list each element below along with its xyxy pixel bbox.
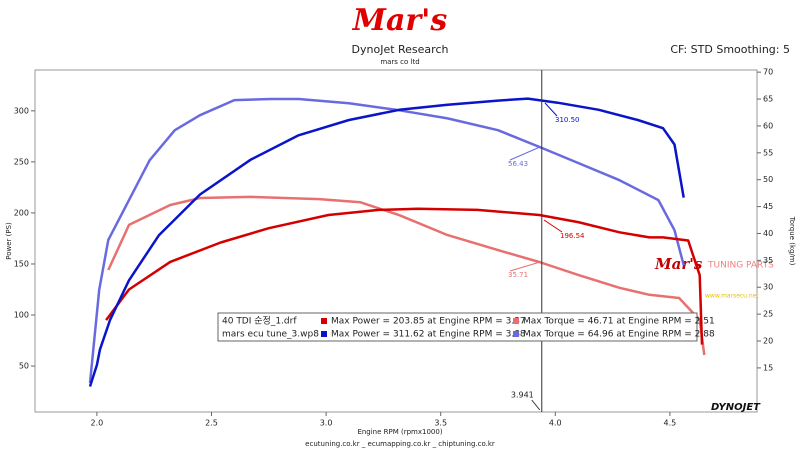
series-line [88, 97, 685, 384]
watermark-sub: TUNING PARTS [707, 261, 774, 271]
x-tick-label: 4.5 [664, 419, 677, 428]
y2-tick-label: 50 [763, 175, 773, 184]
footer: ecutuning.co.kr _ ecumapping.co.kr _ chi… [305, 440, 495, 448]
y-tick-label: 50 [19, 362, 29, 371]
y-tick-label: 250 [14, 157, 29, 166]
y2-tick-label: 55 [763, 148, 773, 157]
cursor-label: 3.941 [511, 391, 534, 400]
y2-tick-label: 35 [763, 256, 773, 265]
legend-entry: Max Torque = 64.96 at Engine RPM = 2.88 [523, 330, 715, 340]
legend-marker [321, 331, 327, 337]
brand-logo: DYNOJET [711, 402, 761, 413]
legend-entry: Max Torque = 46.71 at Engine RPM = 2.51 [523, 317, 715, 327]
legend-box [217, 312, 698, 342]
annotation: 35.71 [508, 271, 528, 279]
annotation: 310.50 [555, 116, 580, 124]
series-line [105, 207, 704, 345]
legend-entry: Max Power = 203.85 at Engine RPM = 3.37 [331, 317, 526, 327]
annotation: 56.43 [508, 160, 528, 168]
y-tick-label: 100 [14, 311, 29, 320]
y2-tick-label: 70 [763, 68, 773, 77]
y-tick-label: 300 [14, 106, 29, 115]
chart-subtitle: mars co ltd [380, 58, 419, 66]
y2-tick-label: 65 [763, 95, 773, 104]
x-tick-label: 2.0 [91, 419, 104, 428]
watermark-url: www.marsecu.net [705, 293, 759, 300]
y2-axis-label: Torque (kg/m) [788, 216, 796, 266]
plot-area [34, 69, 758, 413]
y2-tick-label: 60 [763, 121, 773, 130]
series-line [107, 195, 706, 356]
x-tick-label: 3.5 [434, 419, 447, 428]
y2-tick-label: 45 [763, 202, 773, 211]
y2-tick-label: 40 [763, 229, 773, 238]
header-right: CF: STD Smoothing: 5 [670, 43, 790, 56]
logo: Mar's [352, 3, 448, 38]
annotation: 196.54 [560, 232, 585, 240]
legend-marker [513, 318, 519, 324]
y-tick-label: 200 [14, 208, 29, 217]
x-tick-label: 4.0 [549, 419, 562, 428]
x-tick-label: 2.5 [205, 419, 218, 428]
y2-tick-label: 25 [763, 310, 773, 319]
x-axis-label: Engine RPM (rpmx1000) [357, 428, 442, 436]
cursor-arrow [531, 399, 541, 411]
y-tick-label: 150 [14, 259, 29, 268]
y2-tick-label: 15 [763, 363, 773, 372]
x-tick-label: 3.0 [320, 419, 333, 428]
chart-title: DynoJet Research [352, 43, 449, 56]
legend-marker [321, 318, 327, 324]
watermark: Mar's [654, 255, 703, 273]
legend-file: 40 TDI 순정_1.drf [222, 316, 297, 327]
annotation-arrow [509, 261, 541, 272]
legend-entry: Max Power = 311.62 at Engine RPM = 3.88 [331, 330, 526, 340]
annotation-arrow [544, 102, 558, 117]
y2-tick-label: 30 [763, 283, 773, 292]
annotation-arrow [543, 219, 563, 233]
y-axis-label: Power (PS) [5, 222, 13, 260]
annotation-arrow [509, 146, 541, 161]
legend-file: mars ecu tune_3.wp8 [222, 330, 319, 340]
series-line [88, 97, 685, 387]
legend-marker [513, 331, 519, 337]
y2-tick-label: 20 [763, 337, 773, 346]
